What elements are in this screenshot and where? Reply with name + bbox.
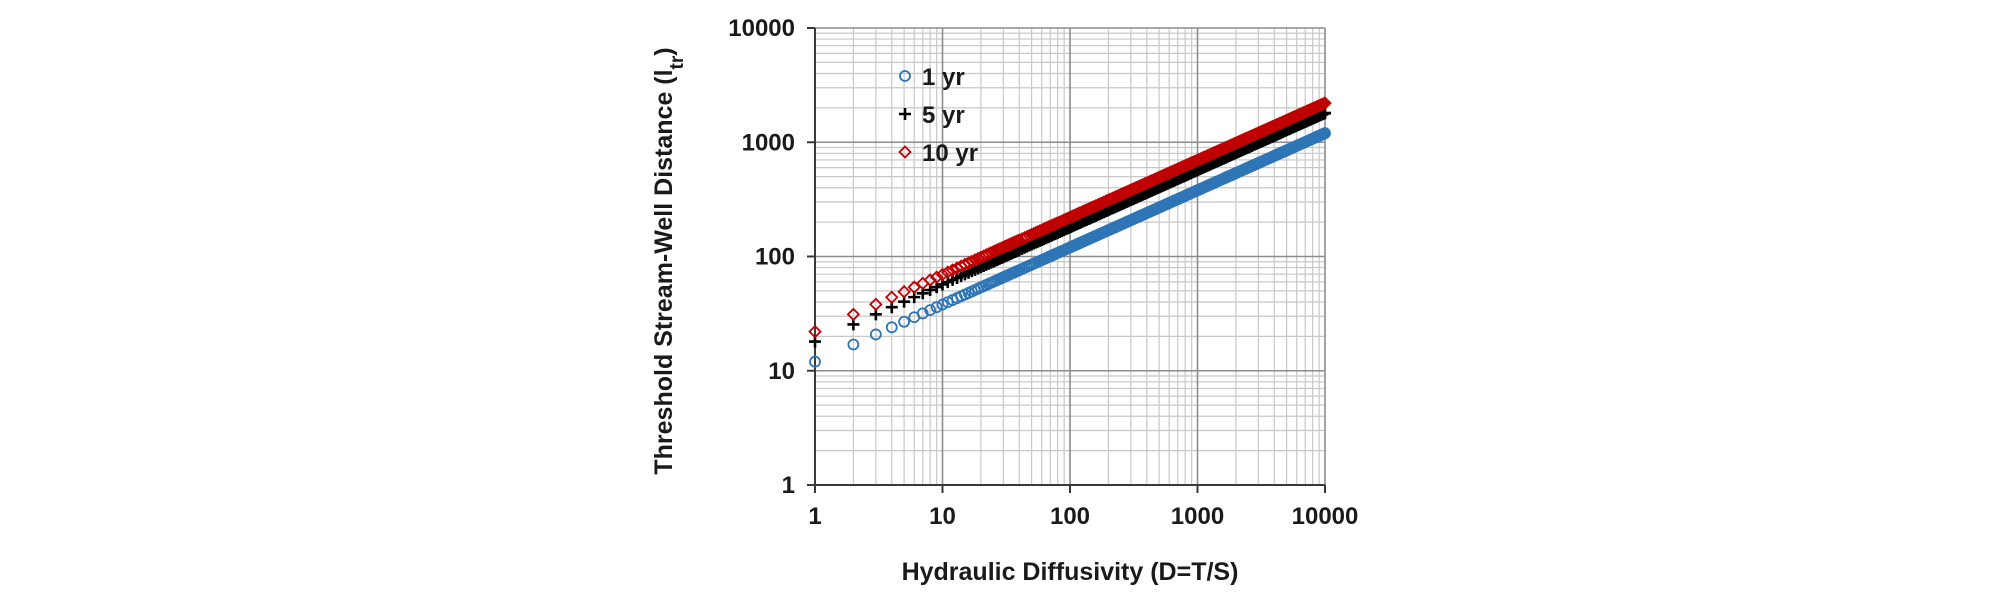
legend-marker (898, 145, 912, 159)
legend-label: 1 yr (922, 64, 965, 91)
data-point (1318, 96, 1332, 110)
data-point (884, 290, 899, 305)
series-10-yr (808, 96, 1332, 339)
y-tick-label: 1 (782, 472, 795, 499)
x-tick-label: 1000 (1171, 503, 1224, 530)
y-tick-label: 10 (768, 358, 795, 385)
x-tick-label: 10000 (1292, 503, 1359, 530)
data-point (965, 254, 979, 269)
legend-marker (899, 70, 911, 82)
data-point (1319, 127, 1331, 140)
legend-marker (899, 108, 911, 120)
data-point (847, 338, 860, 351)
y-tick-label: 10000 (728, 15, 795, 42)
legend-item: 1 yr (899, 64, 965, 91)
tick-labels: 1 10 100 1000 10000 1 10 100 1000 10000 (728, 15, 1358, 530)
data-point (916, 307, 929, 320)
grid (814, 27, 1326, 486)
data-point (924, 304, 937, 317)
x-tick-label: 100 (1050, 503, 1090, 530)
data-point (941, 265, 955, 279)
legend-item: 10 yr (898, 140, 978, 167)
data-point (869, 297, 883, 312)
data-point (898, 315, 911, 328)
data-point (846, 307, 861, 322)
y-tick-label: 100 (755, 244, 795, 271)
data-point (808, 324, 822, 339)
data-point (930, 301, 943, 314)
data-point (935, 267, 950, 282)
x-tick-label: 1 (808, 503, 821, 530)
x-tick-label: 10 (929, 503, 956, 530)
legend-label: 10 yr (922, 140, 978, 167)
data-point (945, 263, 960, 277)
series-1-yr (809, 127, 1331, 368)
data-point (929, 270, 944, 284)
legend: 1 yr 5 yr 10 yr (898, 64, 978, 167)
data-point (961, 256, 976, 270)
data-point (897, 284, 911, 299)
y-axis-title-close: ) (650, 47, 678, 55)
legend-item: 5 yr (899, 102, 965, 129)
data-point (968, 253, 982, 267)
data-point (809, 355, 821, 368)
data-point (885, 321, 898, 334)
y-axis-title: Threshold Stream-Well Distance (ltr) (650, 47, 688, 474)
plot-frame (807, 27, 1326, 493)
y-axis-title-main: Threshold Stream-Well Distance (l (650, 69, 678, 474)
data-point (907, 280, 921, 294)
y-tick-label: 1000 (742, 129, 795, 156)
data-point (869, 328, 882, 341)
series-layer (808, 96, 1332, 368)
legend-label: 5 yr (922, 102, 965, 129)
x-axis-title: Hydraulic Diffusivity (D=T/S) (902, 558, 1239, 586)
y-axis-title-subscript: tr (667, 55, 688, 69)
data-point (923, 273, 937, 287)
